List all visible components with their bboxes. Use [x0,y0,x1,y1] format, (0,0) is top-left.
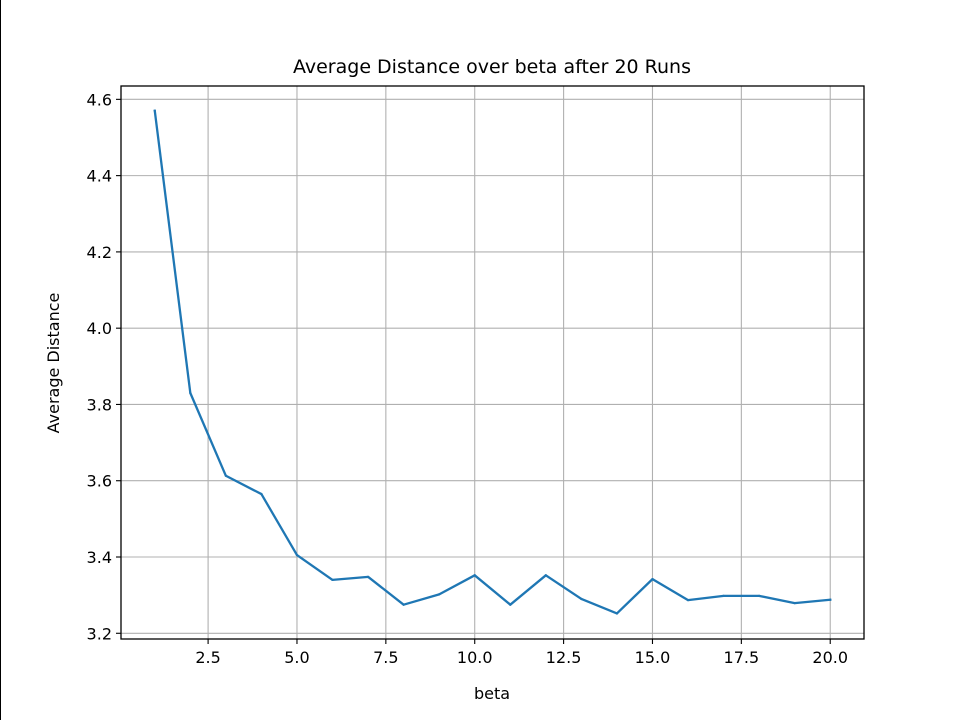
x-tick-label: 5.0 [284,648,309,667]
y-tick-label: 4.2 [87,243,112,262]
x-tick-label: 15.0 [635,648,671,667]
data-point [295,553,299,557]
y-tick-label: 3.4 [87,548,112,567]
y-axis-label: Average Distance [44,293,63,434]
grid-layer [121,86,864,639]
x-tick-label: 12.5 [546,648,582,667]
data-point [366,575,370,578]
series-layer [153,109,832,615]
data-point [829,598,832,601]
data-point [189,391,192,395]
x-axis-label: beta [474,684,510,703]
window-edge-line [0,0,1,720]
y-tick-label: 3.2 [87,624,112,643]
data-point [402,603,405,606]
data-point [793,602,796,605]
data-point [757,594,761,598]
y-tick-label: 4.0 [87,319,112,338]
y-tick-label: 3.6 [87,472,112,491]
data-point [473,574,476,577]
x-tick-label: 2.5 [195,648,220,667]
data-point [509,603,512,606]
data-point [580,597,583,601]
data-point [651,577,654,581]
y-tick-label: 4.4 [87,167,112,186]
data-point [331,578,334,582]
data-point [260,492,263,496]
series-line [153,109,832,615]
y-tick-label: 3.8 [87,395,112,414]
x-tick-label: 20.0 [812,648,848,667]
data-point [153,109,156,112]
plot-area-frame [120,85,865,640]
data-point [224,474,228,477]
data-point [615,612,619,615]
y-tick-label: 4.6 [87,90,112,109]
chart-title: Average Distance over beta after 20 Runs [293,56,691,78]
data-point [686,598,690,602]
data-point [722,594,725,598]
data-point [438,593,441,596]
tick-layer: 2.5 5.0 7.5 10.0 12.5 15.0 17.5 20.0 3.2 3.4 3.6 3.… [87,90,848,667]
x-tick-label: 7.5 [373,648,398,667]
x-tick-label: 10.0 [457,648,493,667]
x-tick-label: 17.5 [724,648,760,667]
data-point [544,574,547,577]
